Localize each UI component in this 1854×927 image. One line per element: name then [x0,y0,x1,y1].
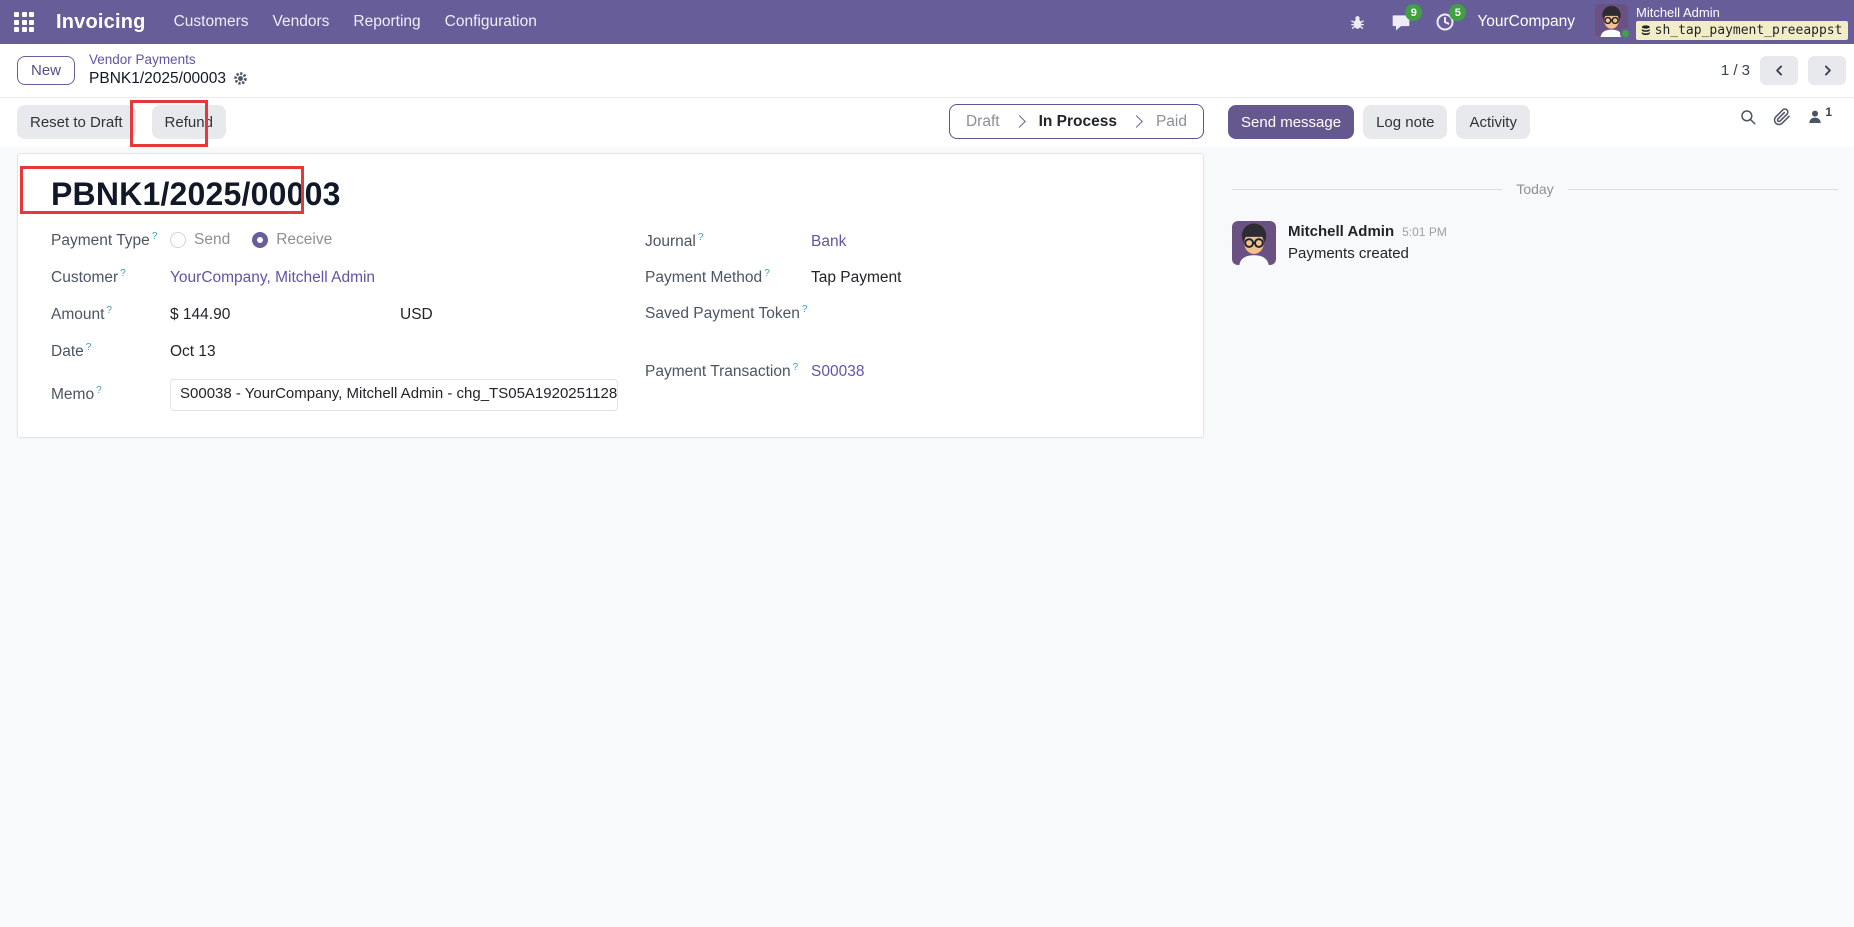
help-icon: ? [96,385,102,396]
activities-icon[interactable]: 5 [1433,4,1467,34]
record-pager: 1 / 3 [1721,56,1854,85]
reset-to-draft-button[interactable]: Reset to Draft [17,105,136,139]
message-time: 5:01 PM [1402,225,1447,239]
message-author-avatar [1232,221,1276,265]
currency-value[interactable]: USD [400,306,433,323]
field-customer: Customer? YourCompany, Mitchell Admin [51,268,626,290]
refund-button[interactable]: Refund [151,105,226,139]
messages-badge: 9 [1405,4,1423,21]
payment-method-value[interactable]: Tap Payment [811,269,902,286]
field-label: Payment Method? [645,268,770,287]
field-label: Journal? [645,232,704,251]
next-icon [1824,65,1831,76]
attachment-icon[interactable] [1773,108,1791,126]
field-label: Payment Type? [51,231,158,250]
database-icon [1641,24,1650,35]
online-status-dot [1620,28,1631,39]
bug-icon[interactable] [1345,10,1369,34]
top-menu: Customers Vendors Reporting Configuratio… [174,13,537,31]
help-icon: ? [85,342,92,353]
user-menu[interactable]: Mitchell Admin sh_tap_payment_preeappst… [1595,4,1848,40]
breadcrumb-current-record: PBNK1/2025/00003 [89,70,227,88]
prev-icon [1775,65,1782,76]
message-author: Mitchell Admin [1288,223,1395,240]
field-payment-transaction: Payment Transaction? S00038 [645,362,1185,384]
radio-circle-icon[interactable] [170,232,186,248]
chatter-message: Mitchell Admin 5:01 PM Payments created [1232,221,1838,265]
amount-value[interactable]: $ 144.90 [170,306,231,323]
field-label: Saved Payment Token? [645,304,808,323]
next-record-button[interactable] [1808,56,1846,85]
memo-input[interactable]: S00038 - YourCompany, Mitchell Admin - c… [170,379,618,411]
field-payment-method: Payment Method? Tap Payment [645,268,1185,290]
new-button[interactable]: New [17,56,76,85]
breadcrumb-parent-link[interactable]: Vendor Payments [89,52,196,68]
field-label: Date? [51,342,92,361]
field-label: Customer? [51,268,126,287]
help-icon: ? [151,231,158,242]
help-icon: ? [106,305,112,316]
user-name: Mitchell Admin [1636,5,1720,20]
apps-grid-icon[interactable] [14,12,34,32]
menu-reporting[interactable]: Reporting [353,13,421,30]
pager-count: 1 / 3 [1720,62,1750,79]
activity-button[interactable]: Activity [1456,105,1530,139]
followers-icon[interactable]: 1 [1807,105,1832,125]
database-badge: sh_tap_payment_preeappst… [1636,21,1848,40]
radio-circle-checked-icon[interactable] [252,232,269,248]
field-label: Payment Transaction? [645,362,799,381]
field-saved-payment-token: Saved Payment Token? [645,304,1185,348]
field-label: Amount? [51,305,112,324]
gear-icon[interactable] [233,71,248,86]
stage-arrow-icon [1012,115,1026,128]
help-icon: ? [764,268,770,279]
breadcrumb: Vendor Payments PBNK1/2025/00003 [89,52,248,88]
prev-record-button[interactable] [1760,56,1798,85]
field-memo: Memo? S00038 - YourCompany, Mitchell Adm… [51,379,626,411]
date-value[interactable]: Oct 13 [170,343,216,360]
radio-receive[interactable]: Receive [252,231,332,249]
search-icon[interactable] [1739,108,1757,126]
log-note-button[interactable]: Log note [1363,105,1448,139]
form-sheet: PBNK1/2025/00003 Payment Type? Send Rece… [17,153,1204,438]
date-divider: Today [1232,181,1838,197]
stage-in-process[interactable]: In Process [1038,112,1117,130]
stage-paid[interactable]: Paid [1155,112,1187,130]
database-name: sh_tap_payment_preeappst… [1654,23,1843,38]
help-icon: ? [697,232,704,243]
top-navbar: Invoicing Customers Vendors Reporting Co… [0,0,1854,44]
help-icon: ? [801,304,808,315]
payment-transaction-link[interactable]: S00038 [811,363,865,380]
help-icon: ? [792,362,799,373]
menu-customers[interactable]: Customers [173,13,249,30]
field-label: Memo? [51,385,102,404]
activities-badge: 5 [1449,4,1467,21]
chatter-panel: Today Mitchell Admin 5:01 PM [1214,147,1854,927]
field-amount: Amount? $ 144.90 USD [51,305,626,327]
payment-reference-title: PBNK1/2025/00003 [51,176,341,212]
message-body: Payments created [1288,245,1409,262]
stage-draft[interactable]: Draft [965,112,1000,130]
messages-icon[interactable]: 9 [1389,4,1423,34]
company-switcher[interactable]: YourCompany [1477,13,1575,30]
help-icon: ? [120,268,126,279]
send-message-button[interactable]: Send message [1228,105,1355,139]
menu-configuration[interactable]: Configuration [444,13,537,30]
control-panel-action-row: Reset to Draft Refund Draft In Process P… [0,98,1854,147]
field-journal: Journal? Bank [645,232,1185,254]
app-name[interactable]: Invoicing [56,10,146,33]
journal-link[interactable]: Bank [811,233,847,250]
user-avatar [1595,4,1631,39]
radio-send[interactable]: Send [170,231,230,249]
field-payment-type: Payment Type? Send Receive [51,231,626,253]
menu-vendors[interactable]: Vendors [272,13,330,30]
followers-count: 1 [1825,105,1832,119]
customer-link[interactable]: YourCompany, Mitchell Admin [170,269,376,286]
stage-arrow-icon [1130,115,1143,128]
control-panel-breadcrumb-row: New Vendor Payments PBNK1/2025/00003 1 /… [0,44,1854,98]
field-date: Date? Oct 13 [51,342,626,364]
statusbar: Draft In Process Paid [948,104,1204,139]
